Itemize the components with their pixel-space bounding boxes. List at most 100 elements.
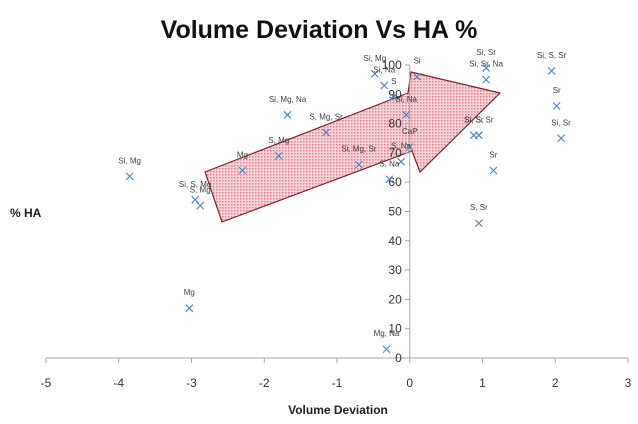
data-label: Si: [413, 57, 420, 66]
data-point-stroke: [382, 345, 391, 354]
x-axis-title: Volume Deviation: [288, 403, 388, 417]
data-label: Sr: [489, 150, 497, 159]
data-point-stroke: [283, 110, 292, 119]
data-label: Si, Na: [395, 95, 417, 104]
data-point: [196, 201, 205, 210]
x-tick-label: 3: [625, 376, 632, 390]
x-tick-label: -4: [113, 376, 124, 390]
data-label: S, Mg: [190, 186, 211, 195]
y-tick-label: 20: [388, 292, 402, 306]
data-point: [125, 172, 134, 181]
x-tick-label: -5: [41, 376, 52, 390]
y-tick-label: 10: [388, 322, 402, 336]
x-tick-label: -2: [259, 376, 270, 390]
data-point: [482, 64, 491, 72]
chart-title: Volume Deviation Vs HA %: [160, 16, 478, 44]
trend-arrow: [204, 71, 502, 223]
data-point: [489, 166, 498, 175]
data-point-stroke: [474, 219, 483, 228]
data-point: [385, 175, 394, 184]
data-point: [322, 128, 330, 137]
data-label: S, Na: [379, 159, 400, 168]
data-point-stroke: [547, 66, 556, 75]
data-label: Si, S, Sr: [537, 51, 567, 60]
data-point: [185, 304, 194, 313]
data-label: Mg: [184, 288, 195, 297]
x-tick-label: 0: [406, 376, 413, 390]
data-point: [402, 110, 411, 119]
y-tick-label: 80: [388, 117, 402, 131]
data-label: Si, Sr: [464, 115, 484, 124]
data-point-stroke: [125, 172, 134, 181]
data-point-stroke: [322, 128, 330, 137]
data-point: [380, 81, 389, 90]
data-point: [547, 66, 556, 75]
data-point: [474, 219, 483, 228]
data-label: S, Sr: [470, 203, 488, 212]
y-tick-label: 50: [388, 205, 402, 219]
data-point-stroke: [274, 151, 283, 160]
data-label: Si, Sr: [551, 118, 571, 127]
data-label: Si, Mg, Na: [269, 95, 307, 104]
data-point-stroke: [389, 93, 398, 102]
data-point: [382, 345, 391, 354]
data-point: [370, 69, 379, 78]
data-point-stroke: [185, 304, 194, 313]
data-label: Si, Mg, Sr: [341, 145, 376, 154]
data-point: [354, 160, 363, 169]
x-tick-label: -1: [332, 376, 343, 390]
data-point: [283, 110, 292, 119]
data-label: Mg, Na: [374, 329, 400, 338]
data-point-stroke: [397, 157, 405, 166]
data-label: Mg: [237, 150, 248, 159]
data-point: [557, 134, 565, 143]
data-point: [389, 93, 398, 102]
y-tick-label: 70: [388, 146, 402, 160]
data-label: Si, Mg: [118, 156, 141, 165]
data-label: Si, Mg: [363, 54, 386, 63]
y-axis-title: % HA: [10, 206, 42, 220]
data-point: [405, 143, 414, 151]
data-point: [397, 157, 405, 166]
data-point-stroke: [405, 143, 414, 151]
y-tick-label: 30: [388, 263, 402, 277]
y-tick-label: 90: [388, 87, 402, 101]
data-point: [474, 131, 483, 140]
data-label: CaP: [402, 127, 418, 136]
data-point-stroke: [552, 102, 561, 110]
data-label: Sr: [553, 86, 561, 95]
data-point: [238, 166, 247, 175]
data-point-stroke: [196, 201, 205, 210]
data-point-stroke: [354, 160, 363, 169]
data-point-stroke: [402, 110, 411, 119]
data-point: [482, 75, 491, 84]
x-tick-label: -3: [186, 376, 197, 390]
data-point-stroke: [370, 69, 379, 78]
data-point-stroke: [380, 81, 389, 90]
data-label: Si, Sr, Na: [469, 60, 503, 69]
data-point-stroke: [482, 75, 491, 84]
data-point-stroke: [191, 195, 200, 204]
data-point-stroke: [474, 131, 483, 140]
data-label: Si, S, Mg: [179, 180, 211, 189]
data-label: S, Na: [391, 142, 412, 151]
data-label: Si, S, Sr: [464, 115, 494, 124]
y-tick-label: 60: [388, 175, 402, 189]
data-point-stroke: [482, 64, 491, 72]
data-point: [413, 72, 421, 81]
y-tick-label: 40: [388, 234, 402, 248]
x-tick-label: 2: [552, 376, 559, 390]
data-point-stroke: [557, 134, 565, 143]
data-point: [274, 151, 283, 160]
y-tick-label: 0: [395, 351, 402, 365]
data-point-stroke: [238, 166, 247, 175]
x-tick-label: 1: [479, 376, 486, 390]
data-point-stroke: [489, 166, 498, 175]
data-label: Si, Sr: [476, 48, 496, 57]
data-label: Si, Na: [373, 66, 395, 75]
data-point: [552, 102, 561, 110]
data-label: S, Mg: [268, 136, 289, 145]
data-point-stroke: [385, 175, 394, 184]
data-label: S: [391, 77, 396, 86]
